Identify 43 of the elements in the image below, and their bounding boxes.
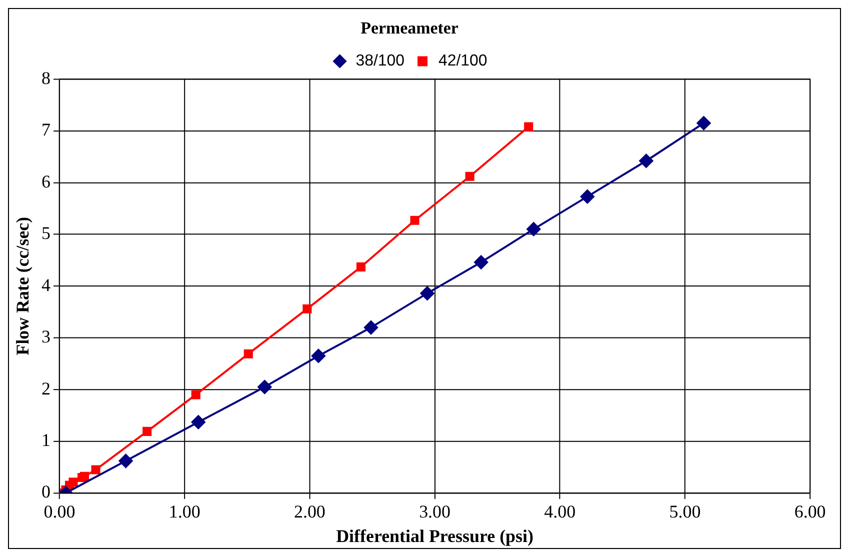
- x-tick-label: 3.00: [419, 501, 451, 522]
- point: [302, 304, 312, 314]
- x-tick-label: 6.00: [794, 501, 826, 522]
- point: [696, 116, 711, 130]
- point: [91, 465, 100, 474]
- x-tick-label: 1.00: [168, 501, 200, 522]
- point: [580, 190, 594, 204]
- point: [311, 348, 326, 363]
- point: [258, 380, 272, 394]
- y-tick-label: 0: [42, 482, 51, 502]
- point: [244, 349, 253, 358]
- point: [465, 172, 474, 181]
- y-tick-label: 5: [42, 223, 51, 244]
- y-tick-label: 2: [42, 378, 50, 398]
- x-tick-label: 5.00: [669, 501, 701, 522]
- y-tick-label: 7: [42, 120, 51, 140]
- y-tick-label: 3: [42, 326, 51, 347]
- x-tick-label: 2.00: [294, 501, 326, 522]
- point: [191, 415, 206, 430]
- point: [524, 122, 534, 132]
- point: [142, 426, 152, 436]
- point: [639, 154, 654, 168]
- chart-title: Permeameter: [360, 18, 459, 38]
- x-axis-title: Differential Pressure (psi): [336, 526, 534, 546]
- point: [526, 222, 541, 236]
- point: [420, 286, 434, 300]
- y-axis-title: Flow Rate (cc/sec): [12, 216, 32, 356]
- y-tick-label: 6: [42, 171, 51, 192]
- y-tick-label: 8: [42, 68, 51, 88]
- legend-label: 42/100: [438, 52, 488, 70]
- point: [364, 320, 378, 334]
- point: [410, 216, 420, 225]
- point: [356, 262, 366, 272]
- y-tick-label: 1: [42, 430, 50, 450]
- legend-label: 38/100: [356, 52, 405, 70]
- x-tick-label: 4.00: [544, 501, 576, 522]
- point: [191, 390, 200, 400]
- point: [80, 472, 90, 481]
- point: [118, 454, 133, 468]
- point: [474, 255, 488, 270]
- y-tick-label: 4: [42, 274, 51, 295]
- x-tick-label: 0.00: [44, 501, 76, 522]
- point: [68, 478, 78, 487]
